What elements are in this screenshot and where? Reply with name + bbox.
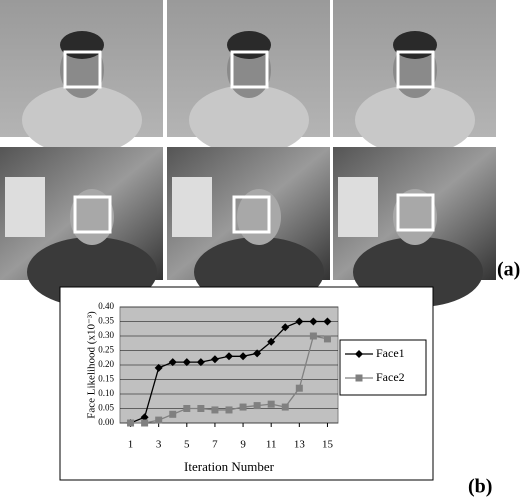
data-point bbox=[310, 333, 317, 340]
data-point bbox=[211, 406, 218, 413]
y-tick-label: 0.10 bbox=[98, 388, 114, 398]
y-tick-label: 0.15 bbox=[98, 374, 114, 384]
x-tick-label: 1 bbox=[128, 439, 134, 451]
data-point bbox=[254, 402, 261, 409]
x-tick-label: 9 bbox=[240, 439, 246, 451]
photo-row-1 bbox=[0, 0, 496, 155]
photo bbox=[0, 147, 163, 307]
data-point bbox=[183, 405, 190, 412]
data-point bbox=[296, 385, 303, 392]
legend-label: Face1 bbox=[376, 346, 405, 360]
page: (a) (b) Iteration Number Face Likelihood… bbox=[0, 0, 521, 501]
x-tick-label: 7 bbox=[212, 439, 218, 451]
x-axis-label: Iteration Number bbox=[184, 459, 275, 474]
data-point bbox=[155, 417, 162, 424]
legend-label: Face2 bbox=[376, 370, 405, 384]
photo bbox=[167, 147, 330, 307]
y-tick-label: 0.30 bbox=[98, 330, 114, 340]
x-tick-label: 3 bbox=[156, 439, 162, 451]
y-axis-label: Face Likelihood (x10⁻³) bbox=[86, 311, 98, 419]
y-tick-label: 0.05 bbox=[98, 403, 114, 413]
x-tick-label: 5 bbox=[184, 439, 190, 451]
data-point bbox=[226, 406, 233, 413]
data-point bbox=[324, 335, 331, 342]
x-tick-label: 15 bbox=[322, 439, 334, 451]
data-point bbox=[197, 405, 204, 412]
data-point bbox=[169, 411, 176, 418]
y-tick-label: 0.35 bbox=[98, 316, 114, 326]
panel-label: (b) bbox=[468, 476, 492, 498]
legend-marker bbox=[356, 375, 363, 382]
data-point bbox=[282, 404, 289, 411]
photo-row-2 bbox=[0, 147, 496, 307]
panel-label: (a) bbox=[497, 259, 520, 281]
data-point bbox=[141, 420, 148, 427]
x-tick-label: 13 bbox=[294, 439, 306, 451]
y-tick-label: 0.00 bbox=[98, 417, 114, 427]
photo bbox=[0, 0, 163, 155]
y-tick-label: 0.20 bbox=[98, 359, 114, 369]
x-tick-label: 11 bbox=[266, 439, 277, 451]
y-tick-label: 0.40 bbox=[98, 301, 114, 311]
y-tick-label: 0.25 bbox=[98, 345, 114, 355]
photo bbox=[333, 0, 496, 155]
photo bbox=[333, 147, 496, 307]
data-point bbox=[240, 404, 247, 411]
figure: (a) (b) Iteration Number Face Likelihood… bbox=[0, 0, 521, 501]
data-point bbox=[268, 401, 275, 408]
photo bbox=[167, 0, 330, 155]
data-point bbox=[127, 420, 134, 427]
